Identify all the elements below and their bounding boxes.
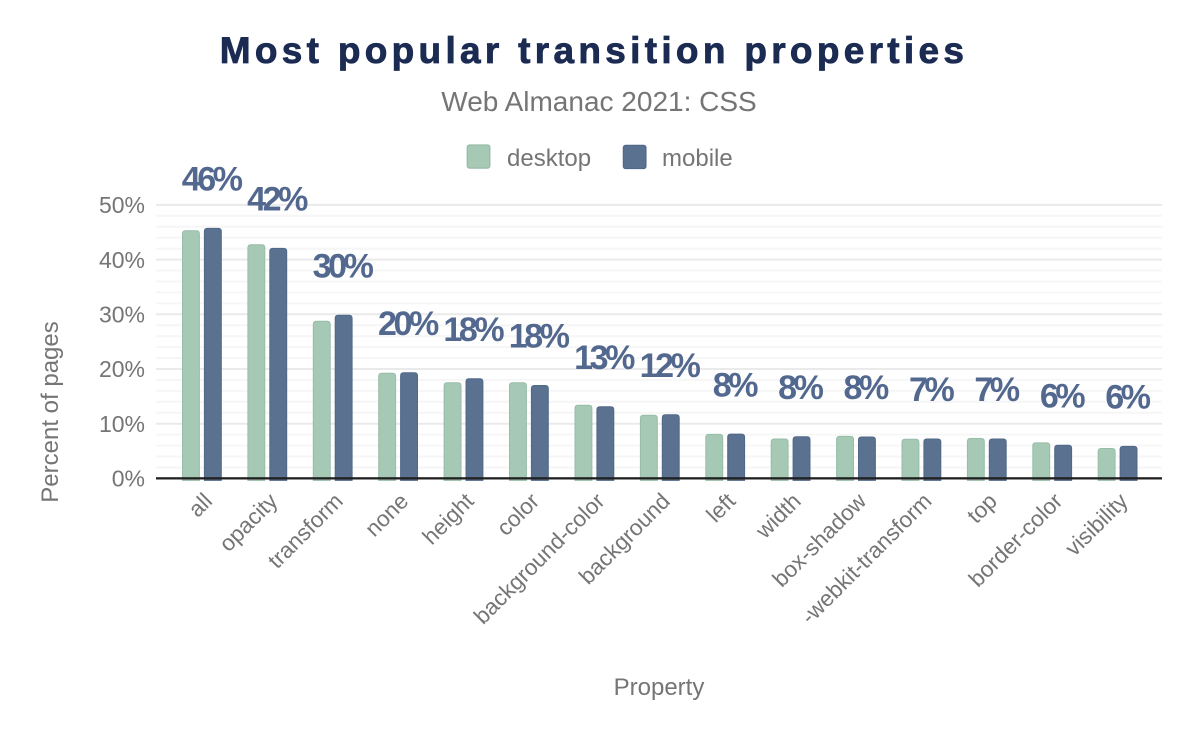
svg-text:50%: 50% <box>99 192 145 218</box>
svg-text:30%: 30% <box>99 302 145 328</box>
svg-text:46%: 46% <box>182 161 243 199</box>
svg-text:8%: 8% <box>844 369 890 407</box>
svg-text:30%: 30% <box>313 247 374 285</box>
svg-text:0%: 0% <box>112 466 145 492</box>
svg-text:18%: 18% <box>443 311 504 349</box>
svg-text:mobile: mobile <box>662 145 733 172</box>
svg-text:20%: 20% <box>99 356 145 382</box>
svg-text:18%: 18% <box>509 318 570 356</box>
svg-text:42%: 42% <box>247 181 308 219</box>
svg-text:Property: Property <box>614 674 705 701</box>
svg-text:8%: 8% <box>778 369 824 407</box>
svg-text:12%: 12% <box>640 347 701 385</box>
svg-text:Most popular transition proper: Most popular transition properties <box>220 30 969 71</box>
svg-text:desktop: desktop <box>507 145 591 172</box>
svg-text:7%: 7% <box>974 371 1020 409</box>
svg-text:8%: 8% <box>713 366 759 404</box>
svg-text:Web Almanac 2021: CSS: Web Almanac 2021: CSS <box>441 86 756 117</box>
svg-text:20%: 20% <box>378 305 439 343</box>
svg-text:13%: 13% <box>574 339 635 377</box>
svg-text:Percent of pages: Percent of pages <box>37 321 64 502</box>
svg-text:10%: 10% <box>99 411 145 437</box>
svg-text:6%: 6% <box>1040 378 1086 416</box>
svg-text:40%: 40% <box>99 247 145 273</box>
svg-text:7%: 7% <box>909 371 955 409</box>
svg-text:6%: 6% <box>1105 379 1151 417</box>
